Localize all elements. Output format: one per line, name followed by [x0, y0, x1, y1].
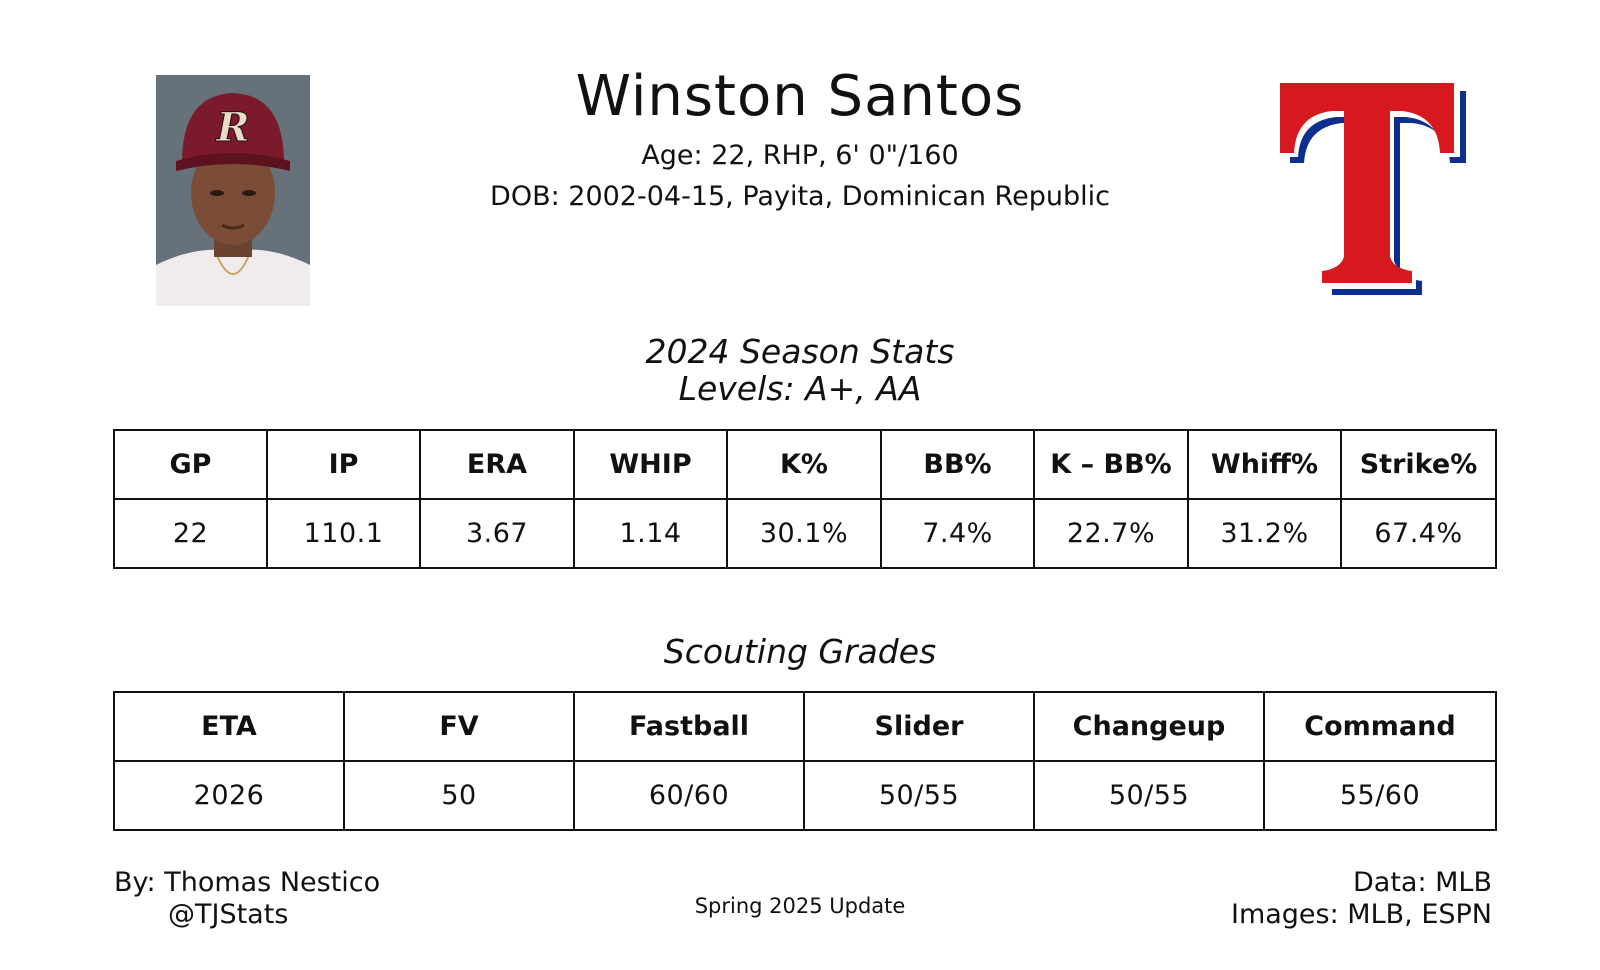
headshot-image: R [156, 75, 310, 306]
value-cell: 110.1 [266, 498, 421, 569]
header-cell: Slider [803, 691, 1035, 762]
value-cell: 30.1% [726, 498, 882, 569]
value-cell: 3.67 [419, 498, 575, 569]
header-cell: Changeup [1033, 691, 1265, 762]
header-cell: Strike% [1340, 429, 1497, 500]
value-cell: 22 [113, 498, 268, 569]
header-cell: Fastball [573, 691, 805, 762]
grades-value-row: 2026 50 60/60 50/55 50/55 55/60 [113, 760, 1497, 831]
value-cell: 1.14 [573, 498, 728, 569]
player-dob: DOB: 2002-04-15, Payita, Dominican Repub… [490, 181, 1110, 212]
value-cell: 67.4% [1340, 498, 1497, 569]
header-cell: Command [1263, 691, 1497, 762]
grades-header-row: ETA FV Fastball Slider Changeup Command [113, 691, 1497, 762]
rangers-logo-icon [1280, 83, 1466, 295]
season-levels: Levels: A+, AA [678, 369, 922, 408]
season-stats-table: GP IP ERA WHIP K% BB% K – BB% Whiff% Str… [113, 429, 1497, 569]
grades-title: Scouting Grades [663, 632, 937, 671]
data-source: Data: MLB [1352, 867, 1492, 898]
source-credits: Data: MLB Images: MLB, ESPN [1231, 867, 1492, 931]
update-note: Spring 2025 Update [694, 894, 906, 918]
player-headshot: R [156, 75, 310, 306]
value-cell: 50 [343, 760, 575, 831]
header-cell: WHIP [573, 429, 728, 500]
header-cell: Whiff% [1187, 429, 1342, 500]
value-cell: 2026 [113, 760, 345, 831]
value-cell: 50/55 [803, 760, 1035, 831]
header-cell: ETA [113, 691, 345, 762]
header-cell: GP [113, 429, 268, 500]
header-cell: IP [266, 429, 421, 500]
team-logo [1280, 83, 1470, 298]
header-cell: ERA [419, 429, 575, 500]
svg-text:R: R [215, 104, 249, 151]
value-cell: 7.4% [880, 498, 1035, 569]
scouting-grades-table: ETA FV Fastball Slider Changeup Command … [113, 691, 1497, 831]
header-cell: K – BB% [1033, 429, 1189, 500]
value-cell: 50/55 [1033, 760, 1265, 831]
header-cell: K% [726, 429, 882, 500]
header-cell: FV [343, 691, 575, 762]
season-header-row: GP IP ERA WHIP K% BB% K – BB% Whiff% Str… [113, 429, 1497, 500]
author-handle: @TJStats [168, 899, 289, 930]
images-source: Images: MLB, ESPN [1230, 899, 1492, 930]
header-cell: BB% [880, 429, 1035, 500]
season-title: 2024 Season Stats [645, 332, 955, 371]
value-cell: 31.2% [1187, 498, 1342, 569]
author-name: By: Thomas Nestico [114, 867, 381, 898]
value-cell: 55/60 [1263, 760, 1497, 831]
season-value-row: 22 110.1 3.67 1.14 30.1% 7.4% 22.7% 31.2… [113, 498, 1497, 569]
player-name: Winston Santos [575, 64, 1025, 129]
value-cell: 22.7% [1033, 498, 1189, 569]
author-credit: By: Thomas Nestico @TJStats [114, 867, 380, 931]
value-cell: 60/60 [573, 760, 805, 831]
player-bio: Age: 22, RHP, 6' 0"/160 [641, 140, 959, 171]
